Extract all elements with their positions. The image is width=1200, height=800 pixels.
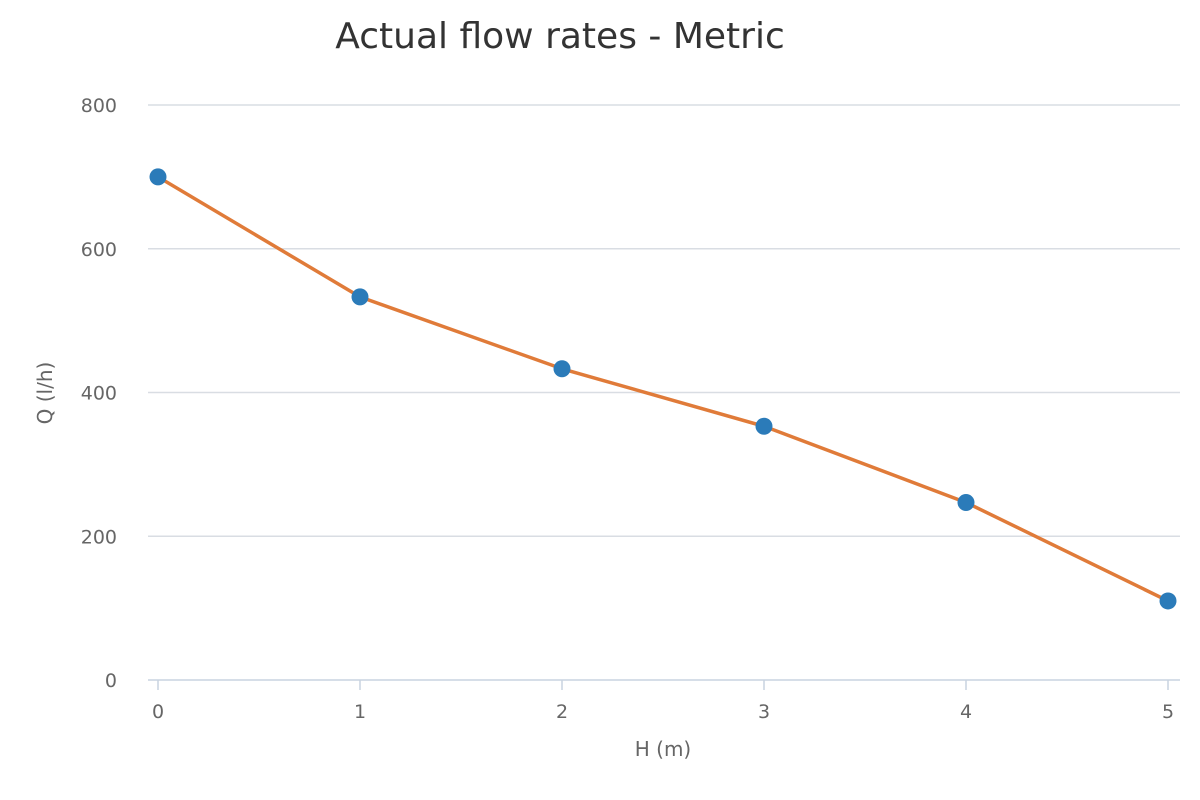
data-point[interactable] [351,288,369,306]
y-tick-label: 200 [81,526,117,548]
x-tick-label: 3 [758,701,770,723]
x-axis-title: H (m) [635,737,691,761]
data-point[interactable] [149,168,167,186]
x-tick-label: 4 [960,701,972,723]
y-tick-label: 800 [81,95,117,117]
data-point[interactable] [1159,592,1177,610]
data-point[interactable] [755,417,773,435]
y-tick-label: 0 [105,670,117,692]
series-line [156,175,1170,603]
x-tick-label: 5 [1162,701,1174,723]
x-axis-tick-labels: 0 1 2 3 4 5 [152,701,1174,723]
data-point[interactable] [553,360,571,378]
y-axis-tick-labels: 0 200 400 600 800 [81,95,117,692]
chart-title: Actual flow rates - Metric [335,16,785,57]
grid-lines [148,104,1180,537]
x-tick-label: 2 [556,701,568,723]
y-tick-label: 400 [81,383,117,405]
data-point[interactable] [957,493,975,511]
y-tick-label: 600 [81,239,117,261]
series-layer [149,168,1177,610]
x-axis [148,679,1180,690]
x-tick-label: 1 [354,701,366,723]
x-tick-label: 0 [152,701,164,723]
y-axis-title: Q (l/h) [33,362,57,425]
